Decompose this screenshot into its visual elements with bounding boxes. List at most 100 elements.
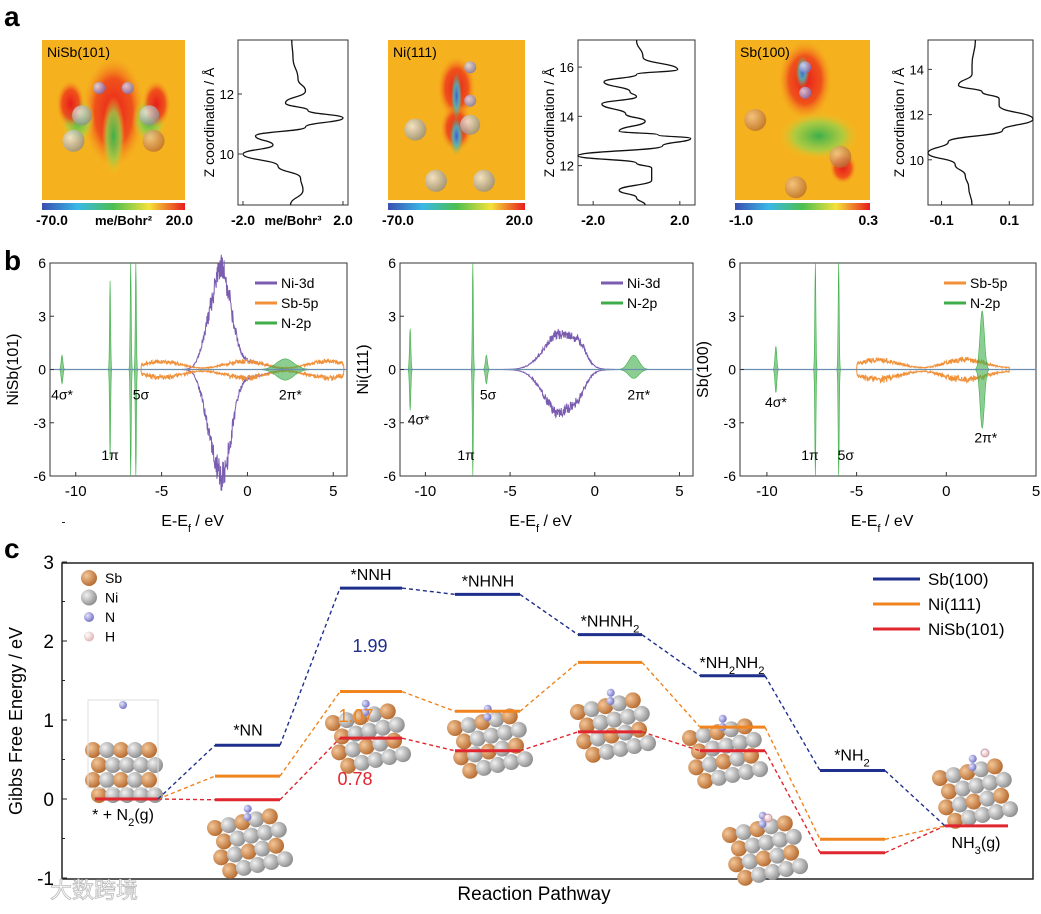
y-axis-label: Gibbs Free Energy / eV: [6, 627, 26, 815]
panel-letter-b: b: [4, 245, 21, 276]
sb-atom: [697, 772, 714, 789]
y-axis-label: NiSb(101): [5, 333, 22, 405]
colorbar-min-label: -70.0: [36, 212, 68, 228]
legend-label: Sb(100): [928, 570, 988, 589]
ni-atom: [612, 740, 629, 757]
x-tick-label: -10: [415, 483, 437, 500]
ni-atom: [105, 787, 121, 803]
x-axis-label: E-Ef / eV: [509, 513, 572, 535]
n-atom: [606, 688, 615, 697]
density-blob: [102, 96, 125, 176]
y-tick-label: 6: [38, 255, 46, 271]
sb-atom: [91, 787, 107, 803]
sb-atom: [585, 746, 602, 763]
ni-atom: [147, 757, 163, 773]
legend-label: NiSb(101): [928, 620, 1005, 639]
y-tick-label: 6: [388, 255, 396, 271]
atom-sphere: [464, 61, 477, 74]
ni-atom: [375, 719, 392, 736]
energy-connector: [884, 825, 946, 854]
dos-plot-2: -6 -3 0 3 6 -10 -5 0 5 E-Ef / eV Ni(111) Ni-3d N-2p 4…: [355, 255, 694, 535]
n-atom: [361, 699, 370, 708]
x-tick-label: 5: [1032, 483, 1040, 500]
ni-atom: [583, 701, 600, 718]
energy-connector: [279, 737, 341, 801]
energy-connector: [157, 798, 216, 801]
colorbar-min-label: -1.0: [729, 212, 753, 228]
atom-legend-icon-n: [84, 612, 94, 622]
energy-connector: [764, 675, 821, 771]
ni-atom: [724, 766, 741, 783]
ni-atom: [366, 706, 383, 723]
y-tick-label: 0: [388, 362, 396, 378]
n-atom: [758, 820, 767, 829]
surface-structure: [722, 811, 809, 886]
y-tick-label: 0: [728, 362, 736, 378]
ni-atom: [235, 859, 252, 876]
y-axis-label: Z coordination / Å: [201, 67, 217, 177]
step-label: *NHNH: [462, 573, 514, 590]
ni-atom: [968, 777, 985, 794]
ni-atom: [735, 824, 752, 841]
y-tick-label: 12: [560, 159, 574, 174]
energy-connector: [641, 634, 701, 677]
ni-atom: [503, 754, 520, 771]
atom-sphere: [799, 86, 812, 99]
sb-atom: [690, 743, 707, 760]
energy-connector: [401, 690, 456, 712]
atom-sphere: [424, 169, 447, 192]
sb-atom: [688, 759, 705, 776]
ni-atom: [745, 731, 762, 748]
ni-atom: [127, 772, 143, 788]
orbital-annotation: 5σ: [133, 387, 150, 403]
atom-legend-icon-ni: [81, 589, 97, 606]
y-tick-label: 0: [43, 790, 54, 811]
legend-label: Sb-5p: [970, 275, 1008, 291]
x-tick-label: -2.0: [231, 212, 255, 228]
ni-atom: [772, 831, 789, 848]
step-label: *NH2: [834, 748, 870, 770]
y-axis-label: Ni(111): [355, 344, 372, 394]
panel-b: -6 -3 0 3 6 -10 -5 0 5 E-Ef / eV NiSb(101) Ni-3d Sb-…: [5, 254, 1040, 535]
ni-atom: [243, 827, 260, 844]
surface-structure: [682, 714, 769, 789]
sb-atom: [207, 820, 223, 836]
sb-atom: [85, 772, 101, 788]
energy-connector: [519, 593, 579, 636]
charge-density-map-2: Ni(111) -70.0 20.0: [382, 40, 533, 228]
charge-density-map-3: Sb(100) -1.0 0.3: [729, 40, 878, 228]
orbital-annotation: 2π*: [627, 387, 650, 403]
energy-connector: [401, 587, 456, 596]
barrier-annotation: 1.07: [338, 706, 373, 726]
ni-atom: [710, 769, 727, 786]
y-tick-label: -6: [724, 468, 737, 484]
map-title: NiSb(101): [47, 44, 110, 60]
nh3-molecule: [980, 748, 990, 758]
step-label: *NNH: [351, 567, 392, 584]
sb-atom: [340, 757, 357, 774]
step-label: NH3(g): [952, 835, 1001, 857]
n-atom: [968, 763, 977, 772]
ni-atom: [517, 751, 534, 768]
ni-atom: [226, 846, 243, 863]
sb-atom: [240, 843, 257, 860]
y-tick-label: 12: [910, 108, 924, 123]
ni-atom: [945, 767, 962, 784]
ni-atom: [254, 840, 271, 857]
colorbar-min-label: -70.0: [382, 212, 414, 228]
atom-sphere: [139, 105, 160, 126]
atom-sphere: [744, 109, 767, 131]
watermark: 大数跨境: [50, 878, 138, 903]
orbital-annotation: 1π: [457, 447, 475, 463]
atom-sphere: [472, 169, 495, 192]
x-tick-label: 0: [591, 483, 599, 500]
y-tick-label: 3: [43, 553, 54, 574]
n-atom: [243, 804, 252, 813]
sb-atom: [940, 783, 957, 800]
energy-connector: [279, 587, 341, 746]
x-tick-label: -5: [850, 483, 863, 500]
barrier-annotation: 0.78: [337, 769, 372, 789]
sb-atom: [141, 772, 157, 788]
orbital-annotation: 2π*: [974, 429, 997, 445]
x-tick-label: 2.0: [670, 212, 690, 228]
